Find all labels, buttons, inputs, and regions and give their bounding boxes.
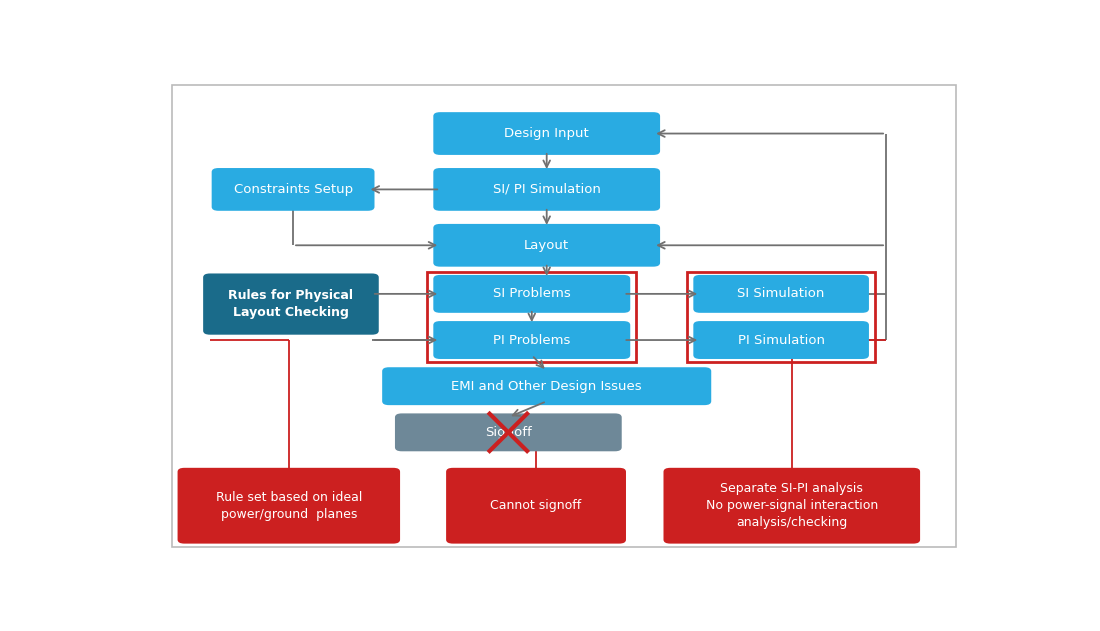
Text: Cannot signoff: Cannot signoff	[491, 499, 582, 512]
FancyBboxPatch shape	[211, 168, 374, 211]
FancyBboxPatch shape	[433, 275, 630, 313]
FancyBboxPatch shape	[693, 275, 869, 313]
Text: Rules for Physical
Layout Checking: Rules for Physical Layout Checking	[229, 289, 353, 319]
Text: Separate SI-PI analysis
No power-signal interaction
analysis/checking: Separate SI-PI analysis No power-signal …	[706, 482, 878, 529]
Text: PI Problems: PI Problems	[493, 334, 571, 346]
FancyBboxPatch shape	[433, 321, 630, 359]
Bar	[688, 271, 874, 362]
FancyBboxPatch shape	[433, 112, 660, 155]
Text: PI Simulation: PI Simulation	[738, 334, 825, 346]
Text: SI Problems: SI Problems	[493, 287, 571, 300]
FancyBboxPatch shape	[382, 367, 712, 405]
FancyBboxPatch shape	[663, 468, 920, 544]
Text: Signoff: Signoff	[485, 426, 531, 439]
FancyBboxPatch shape	[433, 168, 660, 211]
Text: Design Input: Design Input	[504, 127, 590, 140]
FancyBboxPatch shape	[447, 468, 626, 544]
Text: Rule set based on ideal
power/ground  planes: Rule set based on ideal power/ground pla…	[216, 491, 362, 521]
FancyBboxPatch shape	[177, 468, 400, 544]
Text: Constraints Setup: Constraints Setup	[233, 183, 353, 196]
Text: Layout: Layout	[524, 239, 570, 252]
FancyBboxPatch shape	[693, 321, 869, 359]
Text: EMI and Other Design Issues: EMI and Other Design Issues	[451, 380, 642, 392]
FancyBboxPatch shape	[204, 273, 378, 334]
Bar	[427, 271, 636, 362]
Text: SI Simulation: SI Simulation	[737, 287, 825, 300]
FancyBboxPatch shape	[433, 224, 660, 267]
FancyBboxPatch shape	[395, 413, 622, 451]
Text: SI/ PI Simulation: SI/ PI Simulation	[493, 183, 601, 196]
